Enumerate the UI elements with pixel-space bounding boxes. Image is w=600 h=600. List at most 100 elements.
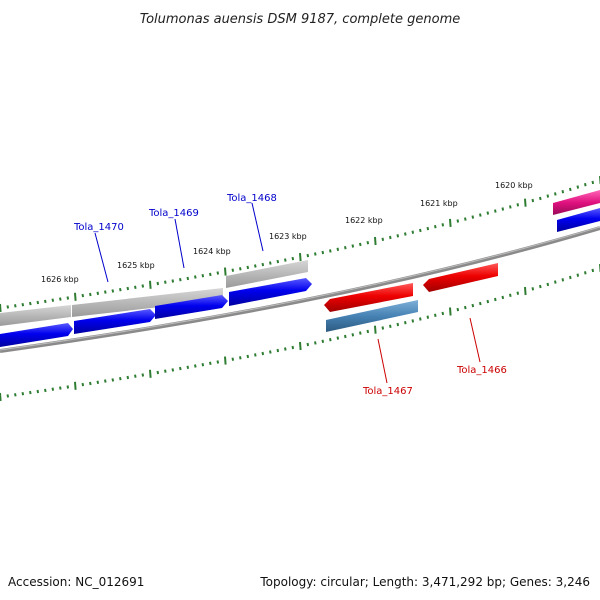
inner-tick-minor-13: [96, 380, 100, 384]
outer-tick-major-0: [0, 303, 2, 313]
outer-tick-minor-18: [134, 285, 137, 289]
genome-backbone-highlight: [0, 226, 600, 351]
outer-tick-minor-31: [231, 268, 235, 272]
summary-text: Topology: circular; Length: 3,471,292 bp…: [259, 575, 590, 589]
label-line-tola-1468: [251, 202, 264, 252]
inner-tick-minor-53: [396, 322, 400, 327]
outer-tick-minor-59: [441, 223, 445, 227]
inner-tick-major-10: [74, 381, 77, 390]
cds-forward-5: [557, 208, 600, 232]
outer-tick-minor-9: [66, 296, 70, 300]
inner-tick-minor-26: [194, 364, 197, 368]
outer-tick-minor-27: [201, 274, 205, 278]
inner-tick-minor-33: [246, 354, 250, 359]
inner-tick-minor-37: [276, 348, 280, 353]
inner-tick-minor-36: [269, 350, 272, 354]
outer-tick-minor-77: [576, 185, 580, 189]
outer-tick-minor-21: [156, 281, 160, 286]
outer-tick-minor-75: [561, 190, 565, 194]
outer-tick-minor-65: [486, 211, 490, 215]
inner-tick-minor-54: [404, 321, 407, 325]
outer-tick-minor-61: [456, 219, 460, 223]
label-line-tola-1469: [174, 218, 185, 269]
outer-tick-minor-62: [464, 217, 467, 221]
outer-tick-minor-48: [359, 242, 362, 247]
gene-pink: [553, 190, 600, 215]
outer-tick-minor-49: [366, 241, 370, 245]
outer-tick-minor-63: [471, 215, 475, 219]
outer-tick-minor-12: [89, 292, 92, 297]
outer-tick-minor-36: [269, 261, 272, 265]
inner-tick-minor-14: [104, 379, 107, 383]
label-line-tola-1467: [377, 338, 388, 384]
outer-tick-minor-45: [336, 247, 340, 251]
outer-tick-minor-4: [29, 301, 32, 306]
inner-tick-minor-3: [21, 392, 25, 396]
outer-tick-minor-57: [426, 226, 430, 231]
inner-tick-minor-24: [179, 366, 182, 371]
inner-tick-minor-39: [291, 345, 295, 350]
inner-tick-minor-2: [14, 393, 17, 397]
outer-tick-minor-32: [239, 267, 242, 271]
outer-tick-minor-74: [554, 192, 557, 196]
outer-tick-minor-35: [261, 262, 265, 267]
outer-tick-minor-79: [591, 180, 595, 185]
inner-tick-minor-79: [591, 268, 595, 273]
inner-tick-minor-71: [531, 287, 535, 291]
inner-tick-minor-12: [89, 381, 92, 386]
inner-tick-minor-55: [411, 319, 415, 323]
outer-tick-minor-7: [51, 298, 55, 302]
gene-reverse-steel: [326, 300, 418, 332]
inner-tick-minor-25: [186, 365, 190, 369]
tick-label-1626: 1626 kbp: [41, 275, 79, 284]
outer-tick-major-50: [374, 236, 377, 246]
inner-tick-minor-56: [419, 317, 422, 321]
inner-tick-minor-29: [216, 360, 220, 364]
inner-tick-major-70: [524, 286, 527, 296]
accession-text: Accession: NC_012691: [8, 575, 144, 589]
inner-tick-minor-66: [494, 297, 497, 302]
outer-tick-minor-1: [6, 305, 10, 309]
inner-tick-minor-16: [119, 377, 122, 381]
outer-tick-minor-53: [396, 234, 400, 238]
inner-tick-minor-15: [111, 378, 115, 382]
inner-tick-major-30: [224, 356, 227, 365]
outer-tick-minor-23: [171, 279, 175, 283]
outer-tick-minor-44: [329, 249, 332, 253]
inner-tick-minor-65: [486, 299, 490, 304]
outer-tick-minor-68: [509, 205, 512, 209]
inner-tick-minor-44: [329, 338, 332, 342]
outer-tick-major-20: [149, 280, 152, 289]
cds-forward-4: [229, 278, 312, 306]
gene-gray-3: [226, 260, 308, 288]
inner-tick-minor-28: [209, 361, 212, 365]
inner-tick-minor-48: [359, 331, 362, 335]
inner-tick-minor-78: [584, 271, 587, 275]
cds-forward-1: [0, 323, 73, 347]
inner-tick-minor-34: [254, 353, 257, 357]
inner-tick-major-40: [299, 341, 302, 351]
outer-tick-minor-52: [389, 235, 392, 240]
inner-tick-minor-73: [546, 282, 550, 287]
cds-reverse-red-2: [423, 263, 498, 292]
tick-label-1620: 1620 kbp: [495, 181, 533, 190]
inner-tick-minor-72: [539, 284, 542, 289]
gene-gray-2: [72, 288, 223, 317]
outer-tick-minor-51: [381, 237, 385, 241]
outer-tick-minor-78: [584, 183, 587, 187]
inner-tick-minor-41: [306, 342, 310, 347]
outer-tick-minor-39: [291, 256, 295, 261]
outer-tick-minor-29: [216, 271, 220, 275]
outer-tick-minor-76: [569, 187, 572, 192]
inner-tick-minor-45: [336, 336, 340, 340]
inner-tick-minor-57: [426, 315, 430, 319]
inner-tick-minor-17: [126, 375, 130, 380]
inner-tick-minor-67: [501, 295, 505, 300]
inner-tick-minor-19: [141, 373, 145, 377]
inner-scale-ticks: [0, 264, 600, 402]
inner-tick-minor-1: [6, 394, 10, 398]
outer-tick-minor-26: [194, 275, 197, 279]
outer-tick-minor-67: [501, 207, 505, 211]
outer-tick-minor-58: [434, 225, 437, 229]
